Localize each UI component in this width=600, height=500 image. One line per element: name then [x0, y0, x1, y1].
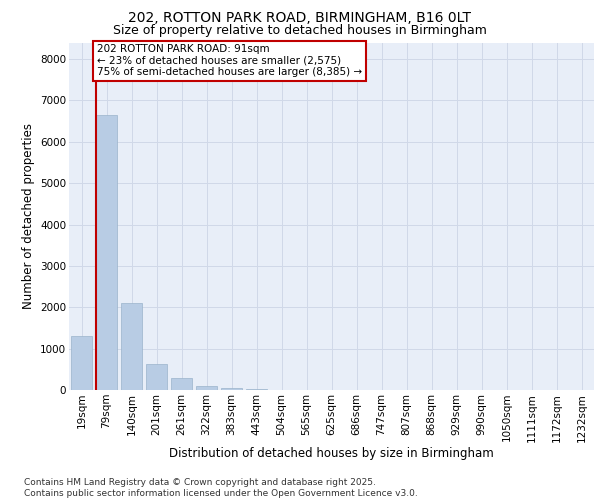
Bar [246, 389, 267, 390]
Bar [146, 364, 167, 390]
Bar [171, 378, 192, 390]
X-axis label: Distribution of detached houses by size in Birmingham: Distribution of detached houses by size … [169, 447, 494, 460]
Text: 202, ROTTON PARK ROAD, BIRMINGHAM, B16 0LT: 202, ROTTON PARK ROAD, BIRMINGHAM, B16 0… [128, 11, 472, 25]
Text: Size of property relative to detached houses in Birmingham: Size of property relative to detached ho… [113, 24, 487, 37]
Bar [196, 386, 217, 390]
Bar [121, 303, 142, 390]
Bar [71, 336, 92, 390]
Text: 202 ROTTON PARK ROAD: 91sqm
← 23% of detached houses are smaller (2,575)
75% of : 202 ROTTON PARK ROAD: 91sqm ← 23% of det… [97, 44, 362, 78]
Bar [96, 115, 117, 390]
Y-axis label: Number of detached properties: Number of detached properties [22, 123, 35, 309]
Text: Contains HM Land Registry data © Crown copyright and database right 2025.
Contai: Contains HM Land Registry data © Crown c… [24, 478, 418, 498]
Bar [221, 388, 242, 390]
